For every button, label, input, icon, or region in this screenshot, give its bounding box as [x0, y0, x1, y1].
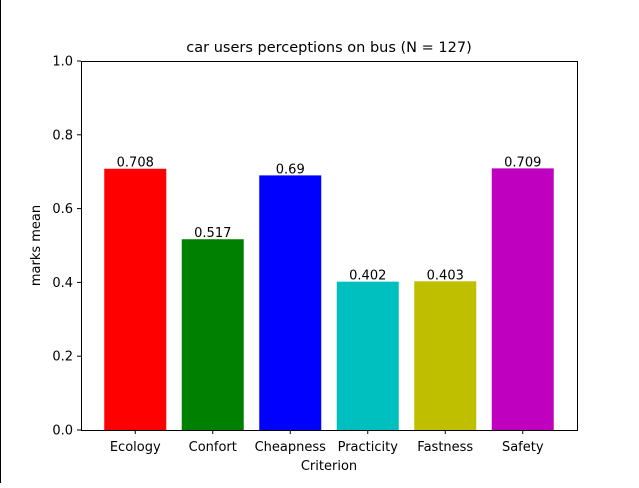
chart-title: car users perceptions on bus (N = 127) — [186, 40, 471, 56]
y-tick-label: 1.0 — [52, 55, 73, 70]
value-label-ecology: 0.708 — [117, 156, 154, 171]
bar-cheapness — [259, 175, 322, 430]
axes-frame — [81, 61, 578, 431]
y-tick-label: 0.8 — [52, 128, 73, 143]
x-tick-label-fastness: Fastness — [417, 440, 473, 455]
y-tick-label: 0.2 — [52, 350, 73, 365]
value-label-confort: 0.517 — [194, 226, 231, 241]
value-labels-group: 0.708 0.517 0.69 0.402 0.403 0.709 — [117, 155, 542, 283]
y-axis-label: marks mean — [29, 205, 44, 286]
x-tick-label-practicity: Practicity — [338, 440, 399, 455]
value-label-fastness: 0.403 — [427, 268, 464, 283]
y-axis-ticks: 0.0 0.2 0.4 0.6 0.8 1.0 — [52, 55, 81, 439]
value-label-cheapness: 0.69 — [276, 162, 305, 177]
x-tick-label-confort: Confort — [189, 440, 237, 455]
y-tick-label: 0.6 — [52, 202, 73, 217]
x-axis-ticks: Ecology Confort Cheapness Practicity Fastnes… — [110, 430, 544, 455]
y-tick-label: 0.4 — [52, 276, 73, 291]
value-label-safety: 0.709 — [504, 155, 541, 170]
bars-group — [104, 168, 554, 431]
x-tick-label-ecology: Ecology — [110, 440, 161, 455]
x-tick-label-safety: Safety — [502, 440, 544, 455]
bar-confort — [181, 239, 244, 430]
value-label-practicity: 0.402 — [349, 269, 386, 284]
x-tick-label-cheapness: Cheapness — [255, 440, 327, 455]
bar-fastness — [414, 281, 477, 430]
bar-practicity — [336, 281, 399, 430]
x-axis-label: Criterion — [301, 459, 357, 474]
y-tick-label: 0.0 — [52, 424, 73, 439]
bar-safety — [491, 168, 554, 430]
bar-ecology — [104, 168, 167, 431]
